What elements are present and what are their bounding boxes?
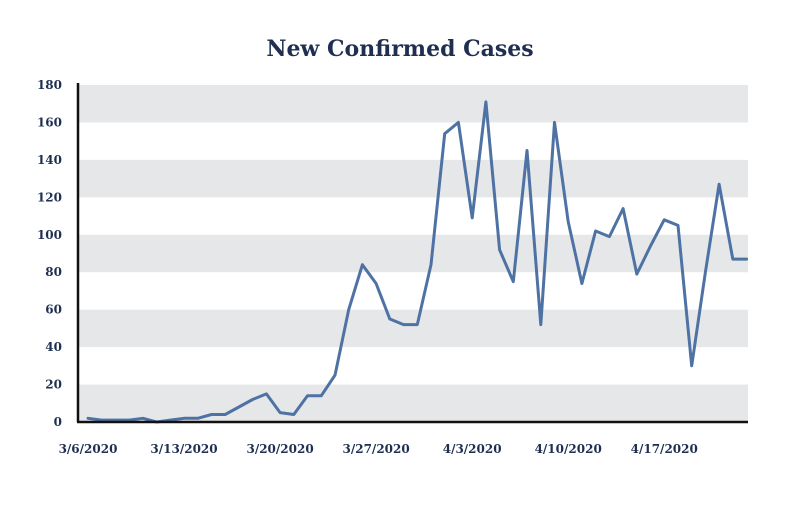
y-tick-label: 60 [45, 303, 62, 317]
y-tick-label: 100 [37, 228, 62, 242]
grid-bands [78, 85, 748, 422]
x-tick-label: 4/17/2020 [631, 442, 698, 456]
y-tick-label: 160 [37, 115, 62, 129]
chart-title: New Confirmed Cases [266, 36, 533, 62]
series-layer [86, 100, 749, 424]
grid-band [78, 309, 748, 348]
grid-band [78, 384, 748, 422]
axes [76, 83, 748, 424]
x-tick-label: 4/10/2020 [535, 442, 602, 456]
x-tick-label: 3/20/2020 [246, 442, 313, 456]
grid-band [78, 85, 748, 123]
y-tick-label: 40 [45, 340, 62, 354]
x-tick-label: 3/27/2020 [343, 442, 410, 456]
y-tick-label: 80 [45, 265, 62, 279]
x-axis-tick-labels: 3/6/2020 3/13/2020 3/20/2020 3/27/2020 4/3/2… [59, 442, 698, 456]
x-tick-label: 4/3/2020 [443, 442, 502, 456]
y-tick-label: 180 [37, 78, 62, 92]
grid-band [78, 159, 748, 198]
y-tick-label: 20 [45, 378, 62, 392]
x-tick-label: 3/13/2020 [150, 442, 217, 456]
y-tick-label: 120 [37, 190, 62, 204]
y-tick-label: 140 [37, 153, 62, 167]
series-line [86, 100, 749, 424]
x-tick-label: 3/6/2020 [59, 442, 118, 456]
y-tick-label: 0 [54, 415, 62, 429]
y-axis-tick-labels: 0 20 40 60 80 100 120 140 160 180 [37, 78, 62, 429]
